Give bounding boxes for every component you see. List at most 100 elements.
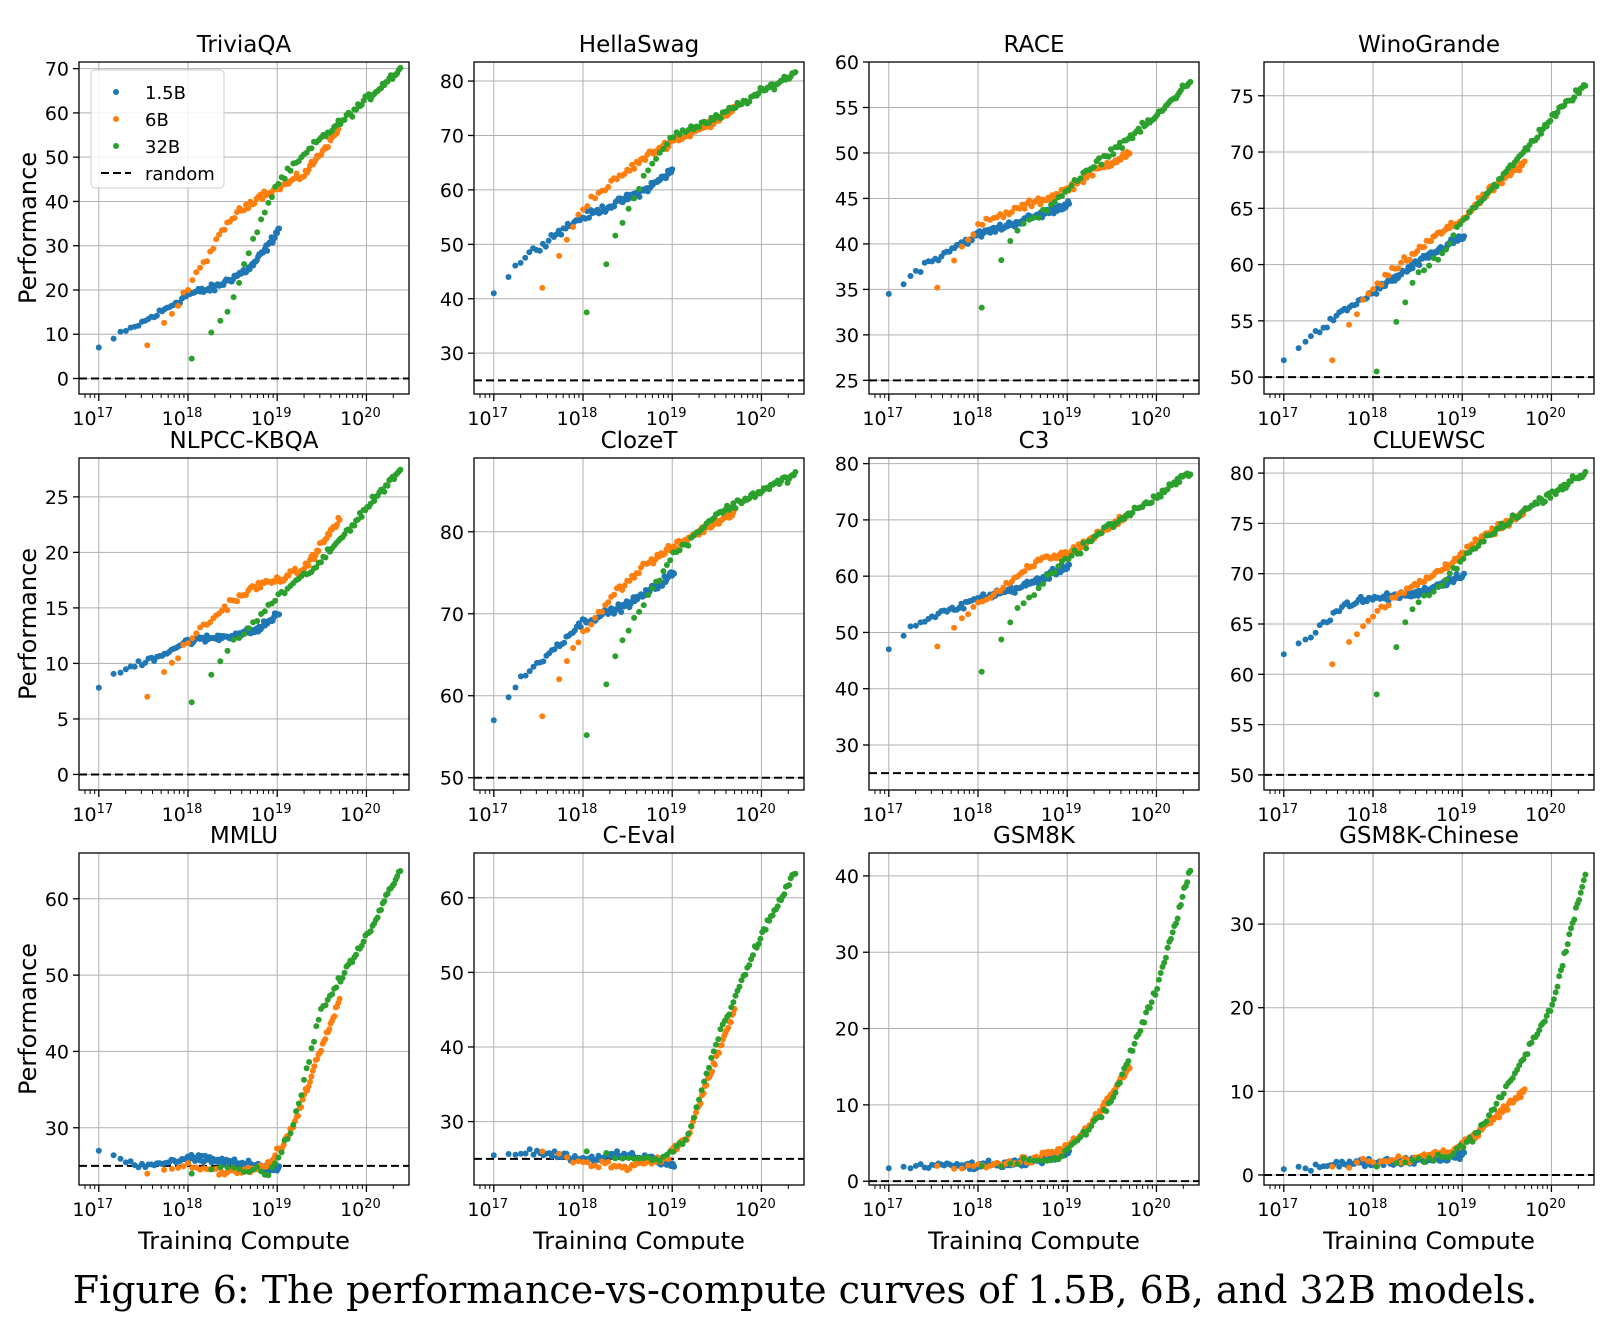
data-point (308, 1045, 315, 1052)
data-point (690, 1114, 697, 1121)
data-point (185, 287, 192, 293)
data-point (660, 146, 667, 152)
data-point (213, 236, 220, 243)
data-point (334, 521, 340, 528)
data-point (1020, 1155, 1027, 1162)
data-point (341, 969, 348, 976)
data-point (224, 1164, 231, 1171)
data-point (1416, 262, 1423, 268)
data-point (978, 1162, 985, 1169)
y-tick-label: 75 (1230, 513, 1254, 535)
x-tick-label: 1020 (340, 406, 381, 430)
data-point (1577, 889, 1584, 896)
x-tick-label: 1018 (1347, 802, 1388, 826)
data-point (1500, 1090, 1507, 1097)
y-tick-label: 75 (1230, 86, 1254, 108)
data-point (1098, 161, 1105, 168)
data-point (605, 599, 612, 606)
data-point (1146, 1004, 1153, 1011)
data-point (505, 694, 512, 701)
x-axis-label: Training Compute (532, 1227, 745, 1250)
data-point (230, 636, 237, 643)
data-point (900, 281, 907, 288)
data-point (1103, 1108, 1110, 1115)
data-point (353, 106, 360, 113)
data-point (1450, 232, 1457, 239)
data-point (1179, 893, 1186, 900)
data-point (588, 621, 595, 628)
data-point (1365, 1158, 1372, 1165)
data-point (1370, 286, 1377, 293)
x-tick-label: 1020 (735, 406, 776, 430)
data-point (625, 205, 632, 212)
subplot-title: MMLU (210, 823, 278, 849)
data-point (127, 1158, 134, 1165)
y-tick-label: 25 (45, 487, 69, 509)
data-point (1312, 629, 1319, 636)
data-point (1534, 134, 1541, 141)
x-tick-label: 1017 (1257, 406, 1298, 430)
y-tick-label: 60 (1230, 255, 1254, 277)
data-point (1026, 197, 1033, 204)
data-point (1357, 593, 1364, 600)
data-point (1401, 590, 1408, 597)
data-point (1480, 538, 1487, 545)
data-point (1496, 1114, 1503, 1121)
y-tick-label: 40 (835, 866, 859, 888)
data-point (985, 1157, 992, 1164)
data-point (505, 274, 512, 280)
data-point (1065, 186, 1072, 193)
data-point (168, 1165, 175, 1172)
data-point (1430, 588, 1437, 595)
data-point (381, 898, 388, 905)
data-point (551, 1148, 558, 1155)
legend-marker (113, 89, 119, 95)
y-tick-label: 70 (440, 125, 464, 147)
data-point (1058, 193, 1065, 200)
y-tick-label: 60 (440, 686, 464, 708)
data-point (217, 1164, 224, 1171)
data-point (1105, 153, 1112, 160)
data-point (1026, 594, 1033, 601)
y-tick-label: 45 (835, 188, 859, 210)
data-point (584, 1159, 591, 1166)
data-point (1414, 582, 1421, 589)
data-point (287, 167, 294, 174)
subplot-title: HellaSwag (579, 32, 699, 58)
x-tick-label: 1020 (735, 802, 776, 826)
data-point (653, 155, 660, 162)
x-tick-label: 1020 (1130, 406, 1171, 430)
data-point (272, 1160, 279, 1167)
data-point (397, 466, 404, 473)
data-point (1554, 983, 1561, 990)
x-tick-label: 1020 (1130, 1197, 1171, 1221)
data-point (746, 962, 753, 969)
y-tick-label: 80 (835, 454, 859, 476)
data-point (1026, 1157, 1033, 1164)
data-point (636, 193, 643, 200)
figure-caption: Figure 6: The performance-vs-compute cur… (72, 1268, 1538, 1312)
data-point (1421, 244, 1428, 250)
data-point (542, 243, 549, 250)
data-point (230, 1164, 237, 1171)
data-point (755, 90, 762, 97)
data-point (1398, 259, 1405, 266)
y-tick-label: 70 (1230, 142, 1254, 164)
data-point (715, 1036, 722, 1043)
data-point (934, 284, 941, 291)
data-point (605, 1158, 612, 1165)
data-point (268, 1164, 275, 1171)
data-point (1119, 1071, 1126, 1078)
data-point (180, 641, 187, 648)
data-point (530, 663, 537, 670)
y-tick-label: 10 (45, 324, 69, 346)
data-point (1077, 550, 1084, 557)
data-point (1154, 985, 1161, 992)
y-tick-label: 55 (835, 97, 859, 119)
data-point (1280, 1166, 1287, 1173)
data-point (1116, 1079, 1123, 1086)
y-tick-label: 0 (57, 764, 69, 786)
data-point (1333, 1158, 1340, 1165)
